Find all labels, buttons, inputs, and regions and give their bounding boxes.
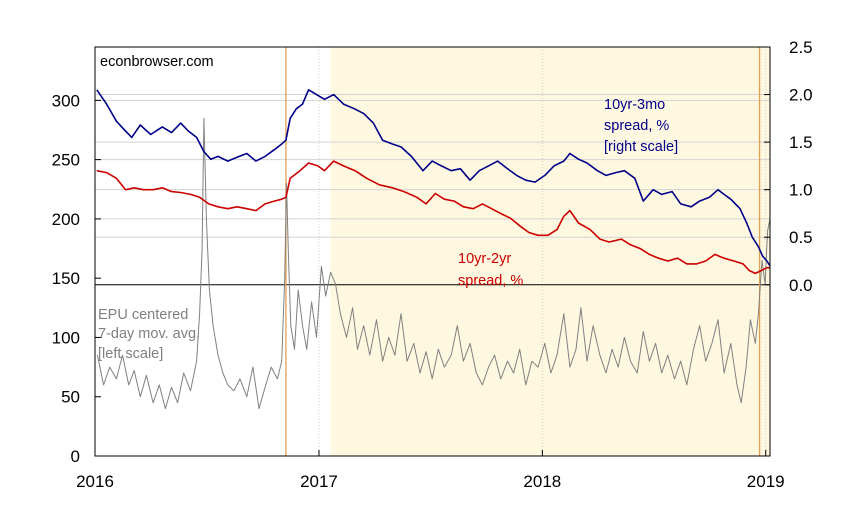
x-tick-label-2017: 2017 — [300, 472, 338, 491]
left-tick-label-300: 300 — [52, 91, 80, 110]
series-label-10yr-3mo-line3: [right scale] — [604, 139, 678, 155]
vertical-markers — [285, 47, 761, 456]
series-label-10yr-3mo-line2: spread, % — [604, 118, 669, 134]
series-label-10yr-2yr-line2: spread, % — [458, 273, 523, 289]
series-label-epu-line3: [left scale] — [98, 346, 163, 362]
series-line-epu — [96, 117, 771, 410]
gridlines — [95, 46, 770, 456]
shaded-period — [330, 47, 770, 456]
right-tick-label-2.5: 2.5 — [789, 38, 813, 57]
left-tick-label-0: 0 — [71, 447, 80, 466]
axis-ticks — [94, 46, 770, 457]
right-tick-label-0.0: 0.0 — [789, 276, 813, 295]
series-label-epu-line2: 7-day mov. avg. — [98, 326, 200, 342]
series-label-epu: EPU centered 7-day mov. avg. [left scale… — [98, 307, 204, 362]
x-tick-label-2019: 2019 — [747, 472, 785, 491]
series-label-10yr-2yr: 10yr-2yr spread, % — [458, 251, 523, 289]
x-tick-label-2018: 2018 — [523, 472, 561, 491]
right-tick-label-2.0: 2.0 — [789, 86, 813, 105]
series-line-10yr-2yr — [96, 160, 770, 275]
right-tick-label-0.5: 0.5 — [789, 228, 813, 247]
left-tick-label-50: 50 — [61, 388, 80, 407]
series-label-10yr-2yr-line1: 10yr-2yr — [458, 251, 511, 267]
left-tick-label-200: 200 — [52, 210, 80, 229]
left-tick-label-250: 250 — [52, 151, 80, 170]
source-label: econbrowser.com — [100, 54, 214, 70]
series-label-epu-line1: EPU centered — [98, 307, 188, 323]
tick-labels: 2016 2017 2018 2019 0 50 100 150 200 250 300 0.0 0.5… — [52, 38, 813, 491]
series-label-10yr-3mo: 10yr-3mo spread, % [right scale] — [604, 97, 678, 155]
series-label-10yr-3mo-line1: 10yr-3mo — [604, 97, 665, 113]
right-tick-label-1.0: 1.0 — [789, 181, 813, 200]
series-layer — [96, 89, 771, 410]
x-tick-label-2016: 2016 — [76, 472, 114, 491]
left-tick-label-150: 150 — [52, 269, 80, 288]
left-tick-label-100: 100 — [52, 328, 80, 347]
right-tick-label-1.5: 1.5 — [789, 133, 813, 152]
series-line-10yr-3mo — [96, 89, 771, 267]
plot-frame — [94, 46, 771, 457]
